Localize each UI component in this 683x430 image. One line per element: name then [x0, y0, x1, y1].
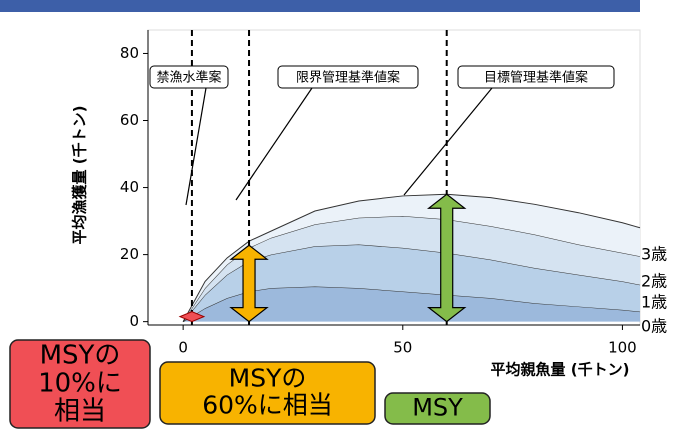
- annotation-box: [457, 65, 615, 89]
- reference-marker: [178, 311, 206, 323]
- x-tick-label: 50: [393, 339, 412, 357]
- annotation-label: 目標管理基準値案: [484, 70, 588, 86]
- callout-text: MSYの: [40, 341, 121, 371]
- area: [183, 286, 640, 322]
- x-tick-label: 0: [178, 339, 188, 357]
- x-axis-label: 平均親魚量 (千トン): [491, 361, 630, 379]
- callout-text: 相当: [54, 397, 106, 427]
- series-label: 2歳: [641, 272, 667, 291]
- y-tick-label: 60: [120, 111, 139, 129]
- area-edge: [182, 193, 641, 322]
- y-tick-label: 20: [120, 245, 139, 263]
- y-tick-label: 0: [129, 312, 139, 330]
- series-label: 0歳: [641, 317, 667, 336]
- reference-arrow: [426, 193, 467, 323]
- annotation-label: 限界管理基準値案: [296, 70, 400, 86]
- area: [183, 244, 640, 322]
- annotation-leader: [185, 87, 207, 206]
- callout-text: 60%に相当: [202, 391, 333, 420]
- y-axis-label: 平均漁獲量 (千トン): [71, 106, 89, 245]
- series-label: 1歳: [641, 293, 667, 312]
- annotation-leader: [403, 87, 493, 196]
- reference-arrow: [229, 244, 269, 323]
- callout-text: 10%に: [38, 369, 122, 399]
- area: [183, 194, 640, 322]
- callout-box: [384, 392, 491, 425]
- x-tick-label: 100: [608, 339, 637, 357]
- callout-box: [159, 361, 376, 425]
- annotation-box: [277, 65, 419, 89]
- annotation-label: 禁漁水準案: [156, 70, 221, 86]
- y-tick-label: 80: [120, 44, 139, 62]
- annotation-leader: [235, 87, 313, 201]
- area: [183, 216, 640, 322]
- annotation-box: [149, 65, 229, 89]
- header-bar: [0, 0, 640, 12]
- series-label: 3歳: [641, 245, 667, 264]
- callout-box: [9, 339, 151, 429]
- callout-text: MSYの: [229, 364, 307, 393]
- callout-text: MSY: [412, 394, 463, 422]
- y-tick-label: 40: [120, 178, 139, 196]
